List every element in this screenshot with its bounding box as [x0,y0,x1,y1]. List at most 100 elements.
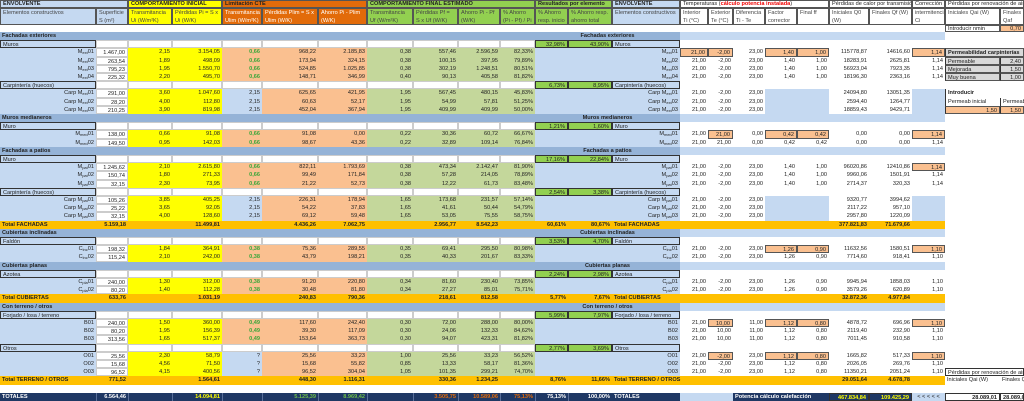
u-inicial[interactable]: 1,40 [128,286,172,295]
u-inicial[interactable]: 0,95 [128,138,172,147]
t-exterior[interactable]: -2,00 [718,197,731,203]
u-final[interactable]: 0,35 [367,253,413,262]
f-final[interactable]: 1,00 [816,65,827,72]
u-limite[interactable]: 2,15 [222,196,262,205]
f-inicial[interactable]: 1,26 [765,245,797,254]
t-exterior[interactable]: -2,00 [708,48,733,57]
superficie[interactable]: 210,25 [96,105,128,114]
u-final[interactable]: 1,00 [367,351,413,360]
f-inicial[interactable] [765,204,797,213]
t-interior[interactable]: 21,00 [692,320,706,326]
u-limite[interactable]: 2,15 [222,212,262,221]
t-interior[interactable]: 21,00 [692,98,706,105]
c-intermitencia[interactable]: 1,14 [932,180,943,187]
u-limite[interactable]: 0,66 [222,56,262,65]
t-exterior[interactable]: 10,00 [717,328,731,335]
u-inicial[interactable]: 2,30 [128,179,172,188]
u-final[interactable]: 0,30 [367,327,413,336]
t-exterior[interactable]: -2,00 [718,172,731,179]
u-inicial[interactable]: 2,10 [128,253,172,262]
u-final[interactable]: 1,65 [367,204,413,213]
c-intermitencia[interactable]: 1,14 [932,57,943,64]
c-intermitencia[interactable]: 1,10 [932,328,943,335]
u-inicial[interactable]: 1,65 [128,335,172,344]
t-exterior[interactable]: -2,00 [718,279,731,285]
superficie[interactable]: 32,15 [96,212,128,221]
c-intermitencia[interactable]: 1,10 [932,369,943,376]
c-intermitencia[interactable]: 1,14 [912,130,945,139]
t-exterior[interactable]: -2,00 [718,246,731,253]
superficie[interactable]: 240,00 [96,278,128,287]
f-final[interactable]: 0,80 [797,319,829,328]
u-final[interactable]: 0,38 [367,56,413,65]
c-intermitencia[interactable]: 1,14 [912,163,945,172]
superficie[interactable]: 225,32 [96,73,128,82]
t-exterior[interactable]: 21,00 [717,139,731,146]
f-inicial[interactable] [765,97,797,106]
u-final[interactable]: 0,30 [367,319,413,328]
t-interior[interactable]: 21,00 [692,197,706,203]
f-final[interactable]: 0,42 [797,130,829,139]
u-final[interactable]: 0,85 [367,360,413,369]
perm-inicial-input[interactable]: 1,50 [945,105,1000,114]
u-final[interactable]: 0,38 [367,171,413,180]
t-interior[interactable]: 21,00 [692,254,706,261]
superficie[interactable]: 138,00 [96,130,128,139]
t-interior[interactable]: 21,00 [692,57,706,64]
u-inicial[interactable]: 4,56 [128,360,172,369]
t-interior[interactable]: 21,00 [692,336,706,343]
f-inicial[interactable]: 1,40 [765,48,797,57]
t-exterior[interactable]: -2,00 [708,351,733,360]
u-final[interactable]: 1,65 [367,196,413,205]
superficie[interactable]: 32,15 [96,179,128,188]
u-limite[interactable]: ? [222,351,262,360]
u-limite[interactable]: 0,66 [222,138,262,147]
c-intermitencia[interactable]: 1,14 [932,65,943,72]
superficie[interactable]: 25,56 [96,351,128,360]
f-inicial[interactable]: 1,40 [784,164,795,171]
superficie[interactable]: 15,68 [96,360,128,369]
f-final[interactable]: 1,00 [816,74,827,80]
u-inicial[interactable]: 4,00 [128,97,172,106]
t-interior[interactable]: 21,00 [692,106,706,113]
c-intermitencia[interactable] [912,105,945,114]
superficie[interactable]: 28,20 [96,97,128,106]
u-inicial[interactable]: 1,84 [128,245,172,254]
f-inicial[interactable] [765,212,797,221]
nmin-input[interactable]: 0,70 [1000,25,1024,32]
u-final[interactable]: 0,38 [367,179,413,188]
u-final[interactable]: 0,34 [367,286,413,295]
t-exterior[interactable]: -2,00 [718,361,731,367]
f-final[interactable]: 0,90 [816,279,827,285]
f-final[interactable]: 1,00 [816,57,827,64]
f-inicial[interactable]: 1,12 [784,361,795,367]
superficie[interactable]: 198,32 [96,245,128,254]
t-exterior[interactable]: -2,00 [718,74,731,80]
t-exterior[interactable]: -2,00 [718,65,731,72]
f-final[interactable] [797,212,829,221]
f-final[interactable]: 1,00 [816,180,827,187]
superficie[interactable]: 80,20 [96,286,128,295]
u-final[interactable]: 0,22 [367,138,413,147]
t-interior[interactable]: 21,00 [692,328,706,335]
u-final[interactable]: 0,34 [367,278,413,287]
superficie[interactable]: 263,54 [96,56,128,65]
superficie[interactable]: 25,22 [96,204,128,213]
u-inicial[interactable]: 0,66 [128,130,172,139]
f-final[interactable]: 0,42 [816,139,827,146]
t-interior[interactable]: 21,00 [692,369,706,376]
u-inicial[interactable]: 1,95 [128,64,172,73]
u-final[interactable]: 1,05 [367,368,413,377]
f-inicial[interactable]: 1,26 [784,279,795,285]
c-intermitencia[interactable] [912,89,945,98]
t-exterior[interactable]: -2,00 [718,287,731,294]
t-exterior[interactable]: -2,00 [718,98,731,105]
t-interior[interactable]: 21,00 [692,131,706,138]
f-inicial[interactable]: 1,40 [784,65,795,72]
u-inicial[interactable]: 3,60 [128,89,172,98]
t-exterior[interactable]: 10,00 [717,336,731,343]
t-exterior[interactable]: -2,00 [718,205,731,212]
t-exterior[interactable]: -2,00 [718,254,731,261]
f-inicial[interactable]: 0,42 [765,130,797,139]
superficie[interactable]: 313,56 [96,335,128,344]
